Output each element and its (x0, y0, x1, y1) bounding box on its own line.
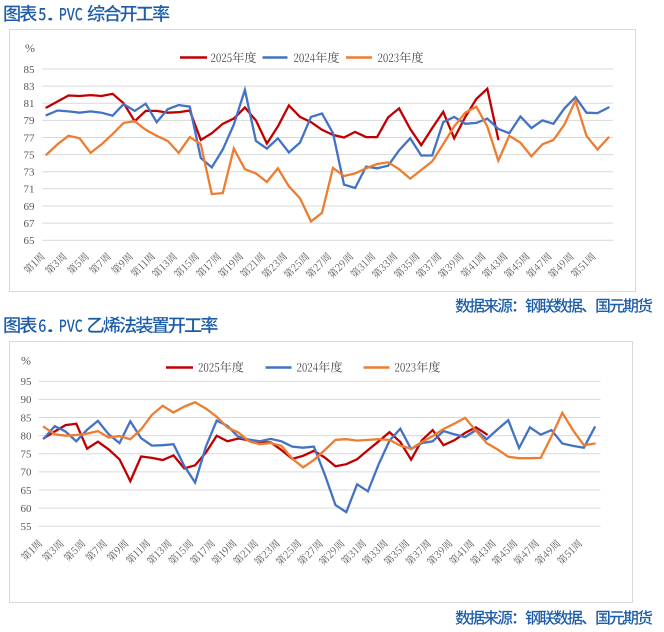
svg-text:79: 79 (24, 115, 36, 127)
svg-text:85: 85 (24, 64, 36, 76)
svg-text:73: 73 (24, 167, 36, 179)
svg-text:70: 70 (21, 467, 33, 479)
svg-text:%: % (25, 41, 35, 55)
svg-text:71: 71 (24, 184, 35, 196)
svg-text:83: 83 (24, 81, 36, 93)
svg-text:81: 81 (24, 98, 35, 110)
svg-text:90: 90 (21, 394, 33, 406)
svg-text:85: 85 (21, 412, 33, 424)
svg-text:95: 95 (21, 376, 33, 388)
svg-text:75: 75 (24, 149, 36, 161)
svg-text:69: 69 (24, 201, 36, 213)
svg-text:55: 55 (21, 521, 33, 533)
svg-text:67: 67 (24, 218, 36, 230)
svg-text:75: 75 (21, 449, 33, 461)
svg-text:%: % (21, 354, 31, 368)
svg-text:60: 60 (21, 503, 33, 515)
svg-text:65: 65 (24, 235, 36, 247)
svg-text:77: 77 (24, 132, 36, 144)
svg-text:80: 80 (21, 430, 33, 442)
svg-text:65: 65 (21, 485, 33, 497)
